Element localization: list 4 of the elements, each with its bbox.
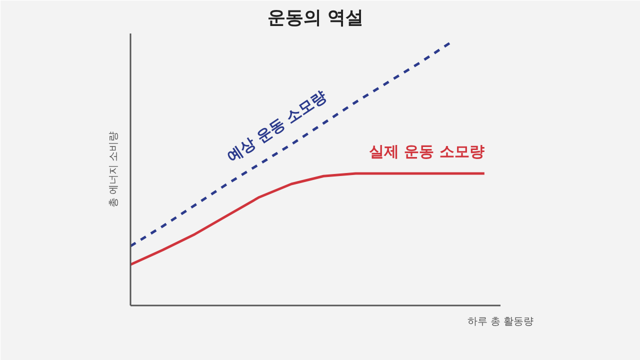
series-label: 실제 운동 소모량 — [368, 142, 484, 160]
y-axis-title: 총 에너지 소비량 — [108, 131, 120, 208]
x-axis-title: 하루 총 활동량 — [467, 316, 534, 328]
chart-title: 운동의 역설 — [267, 8, 364, 28]
